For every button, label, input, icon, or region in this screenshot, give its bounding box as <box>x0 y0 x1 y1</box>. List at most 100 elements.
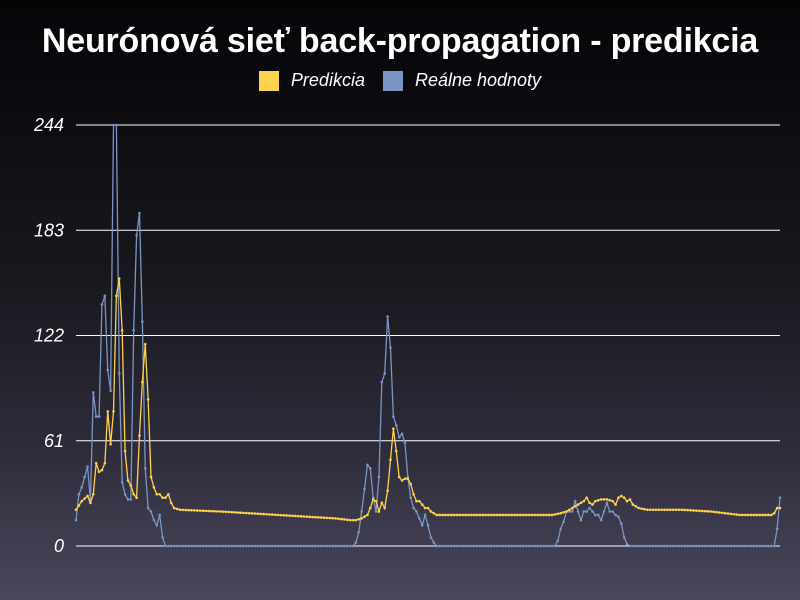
data-point-predikcia <box>697 509 701 513</box>
data-point-realne-hodnoty <box>141 320 144 324</box>
data-point-realne-hodnoty <box>683 544 687 548</box>
data-point-realne-hodnoty <box>469 544 473 548</box>
data-point-predikcia <box>158 492 161 496</box>
data-point-predikcia <box>138 434 141 437</box>
data-point-predikcia <box>631 503 635 506</box>
data-point-realne-hodnoty <box>542 544 545 548</box>
data-point-realne-hodnoty <box>435 544 438 548</box>
data-point-realne-hodnoty <box>617 515 620 518</box>
data-point-realne-hodnoty <box>409 496 412 499</box>
data-point-predikcia <box>247 511 251 515</box>
data-point-predikcia <box>542 513 545 517</box>
data-point-predikcia <box>218 510 222 513</box>
data-point-realne-hodnoty <box>467 544 470 548</box>
data-point-predikcia <box>244 511 248 515</box>
data-point-realne-hodnoty <box>562 520 565 524</box>
data-point-realne-hodnoty <box>213 544 216 548</box>
data-point-realne-hodnoty <box>120 480 124 484</box>
data-point-predikcia <box>273 513 277 517</box>
data-point-predikcia <box>123 449 127 453</box>
data-point-realne-hodnoty <box>311 544 314 548</box>
data-point-predikcia <box>282 513 286 517</box>
data-point-predikcia <box>74 508 78 512</box>
data-point-realne-hodnoty <box>337 544 340 548</box>
legend-item-predikcia: Predikcia <box>258 70 365 91</box>
series-layer <box>74 123 782 548</box>
data-point-predikcia <box>527 513 531 517</box>
data-point-realne-hodnoty <box>340 544 343 548</box>
legend-item-realne-hodnoty: Reálne hodnoty <box>382 70 541 91</box>
data-point-realne-hodnoty <box>331 544 335 548</box>
data-point-predikcia <box>77 504 81 507</box>
y-tick-label-61: 61 <box>44 431 64 451</box>
data-point-realne-hodnoty <box>611 510 614 513</box>
data-point-predikcia <box>262 512 265 516</box>
series-realne-hodnoty <box>74 123 782 548</box>
data-point-realne-hodnoty <box>519 544 522 548</box>
data-point-realne-hodnoty <box>201 544 205 548</box>
data-point-realne-hodnoty <box>256 544 260 548</box>
data-point-realne-hodnoty <box>239 544 242 548</box>
data-point-realne-hodnoty <box>666 544 669 548</box>
data-point-realne-hodnoty <box>242 544 245 548</box>
data-point-predikcia <box>723 511 727 515</box>
data-point-predikcia <box>545 513 548 517</box>
data-point-realne-hodnoty <box>570 510 574 513</box>
data-point-predikcia <box>585 496 588 499</box>
data-point-realne-hodnoty <box>360 510 363 513</box>
data-point-realne-hodnoty <box>363 487 366 491</box>
data-point-predikcia <box>233 511 236 514</box>
data-point-predikcia <box>132 492 135 496</box>
data-point-realne-hodnoty <box>438 544 441 548</box>
data-point-predikcia <box>582 499 586 503</box>
data-point-realne-hodnoty <box>236 544 239 548</box>
data-point-predikcia <box>221 510 225 513</box>
data-point-predikcia <box>386 489 389 493</box>
data-point-predikcia <box>504 513 508 517</box>
data-point-predikcia <box>637 506 640 510</box>
data-point-predikcia <box>628 498 632 501</box>
data-point-predikcia <box>161 496 164 499</box>
data-point-predikcia <box>594 499 597 503</box>
data-point-predikcia <box>366 513 369 517</box>
data-point-predikcia <box>660 508 663 512</box>
data-point-predikcia <box>620 494 623 498</box>
data-point-predikcia <box>467 513 470 517</box>
data-point-realne-hodnoty <box>657 544 661 548</box>
data-point-predikcia <box>397 475 401 479</box>
data-point-realne-hodnoty <box>556 539 560 543</box>
data-point-predikcia <box>695 509 698 512</box>
data-point-realne-hodnoty <box>418 517 421 520</box>
data-point-predikcia <box>227 510 231 514</box>
data-point-realne-hodnoty <box>620 522 623 525</box>
data-point-realne-hodnoty <box>380 380 384 384</box>
data-point-predikcia <box>775 506 779 510</box>
data-point-realne-hodnoty <box>501 544 505 548</box>
data-point-predikcia <box>213 509 216 513</box>
data-point-predikcia <box>423 506 427 510</box>
data-point-predikcia <box>524 513 528 517</box>
data-point-realne-hodnoty <box>700 544 704 548</box>
data-point-predikcia <box>599 498 603 501</box>
data-point-realne-hodnoty <box>539 544 542 548</box>
data-point-predikcia <box>674 508 678 512</box>
data-point-predikcia <box>288 514 291 517</box>
data-point-predikcia <box>559 511 563 515</box>
data-point-realne-hodnoty <box>314 544 317 548</box>
data-point-predikcia <box>83 497 86 500</box>
data-point-realne-hodnoty <box>481 544 485 548</box>
data-point-realne-hodnoty <box>761 544 764 548</box>
data-point-predikcia <box>446 513 450 517</box>
data-point-realne-hodnoty <box>308 544 312 548</box>
data-point-predikcia <box>325 516 329 520</box>
data-point-realne-hodnoty <box>80 486 84 489</box>
data-point-realne-hodnoty <box>507 544 511 548</box>
data-point-predikcia <box>778 506 782 510</box>
data-point-predikcia <box>187 508 190 512</box>
data-point-predikcia <box>317 516 320 519</box>
data-point-realne-hodnoty <box>273 544 277 548</box>
data-point-predikcia <box>135 496 138 499</box>
data-point-predikcia <box>126 479 130 482</box>
data-point-realne-hodnoty <box>164 544 167 548</box>
data-point-realne-hodnoty <box>253 544 257 548</box>
